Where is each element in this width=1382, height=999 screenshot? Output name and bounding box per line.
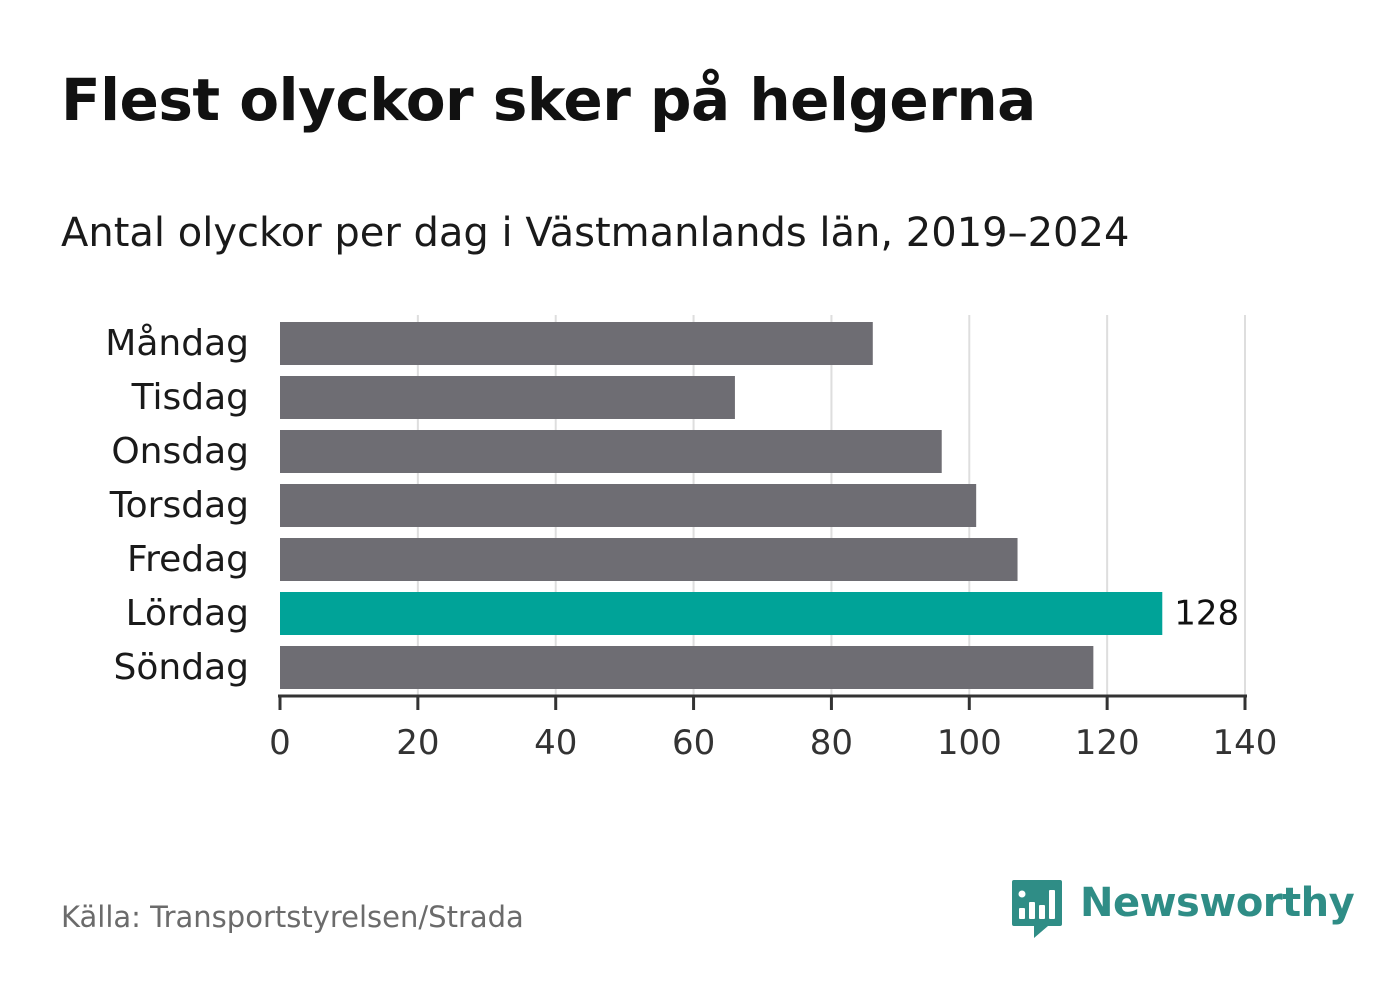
category-label: Fredag <box>127 539 249 580</box>
bar-lördag <box>280 592 1163 635</box>
category-label: Torsdag <box>109 485 249 526</box>
newsworthy-logo-text: Newsworthy <box>1080 880 1355 926</box>
bar-torsdag <box>280 484 977 527</box>
chart-title: Flest olyckor sker på helgerna <box>61 66 1036 134</box>
x-tick-label: 80 <box>810 723 853 763</box>
newsworthy-logo-icon <box>1012 880 1062 938</box>
category-label: Lördag <box>126 593 249 634</box>
x-tick-label: 140 <box>1213 723 1278 763</box>
category-label: Tisdag <box>131 377 249 418</box>
newsworthy-logo: Newsworthy <box>1010 878 1355 942</box>
x-tick-label: 20 <box>396 723 439 763</box>
category-label: Söndag <box>114 647 249 688</box>
bar-onsdag <box>280 430 942 473</box>
source-note: Källa: Transportstyrelsen/Strada <box>61 900 524 934</box>
x-tick-label: 60 <box>672 723 715 763</box>
category-label: Onsdag <box>111 431 249 472</box>
data-label: 128 <box>1174 594 1239 634</box>
bar-fredag <box>280 538 1018 581</box>
bar-söndag <box>280 646 1094 689</box>
x-tick-label: 40 <box>534 723 577 763</box>
x-tick-label: 100 <box>937 723 1002 763</box>
x-tick-label: 120 <box>1075 723 1140 763</box>
bar-måndag <box>280 322 873 365</box>
category-label: Måndag <box>105 323 249 364</box>
x-tick-label: 0 <box>269 723 291 763</box>
chart-subtitle: Antal olyckor per dag i Västmanlands län… <box>61 210 1130 256</box>
bar-tisdag <box>280 376 735 419</box>
